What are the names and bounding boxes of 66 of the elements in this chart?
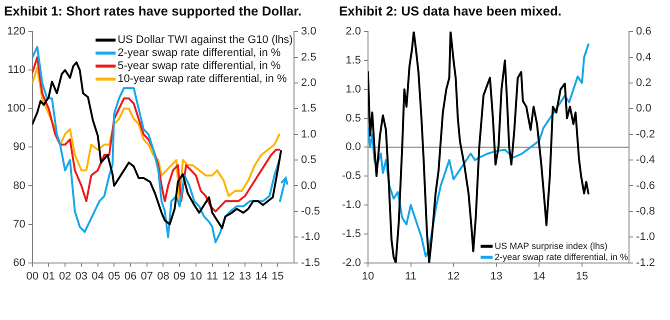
- x-tick-label: 13: [490, 270, 502, 282]
- y2-tick-label: -0.2: [636, 128, 656, 140]
- y2-tick-label: -0.4: [636, 154, 656, 166]
- y2-tick-label: -1.2: [636, 256, 656, 269]
- y2-tick-label: -1.5: [301, 256, 320, 269]
- x-tick-label: 03: [75, 270, 88, 282]
- y-tick-label: 120: [6, 26, 26, 38]
- y-tick-label: 110: [8, 64, 26, 76]
- legend-label: 10-year swap rate differential, in %: [118, 73, 287, 86]
- x-tick-label: 11: [405, 270, 416, 282]
- y2-tick-label: 0.4: [636, 51, 652, 64]
- y-tick-label: 60: [13, 256, 26, 269]
- legend-label: 2-year swap rate differential, in %: [494, 252, 628, 262]
- y2-tick-label: 2.0: [301, 77, 316, 90]
- y2-tick-label: 1.5: [301, 102, 316, 115]
- y2-tick-label: 0.0: [636, 102, 652, 115]
- y2-tick-label: 2.5: [301, 51, 316, 64]
- y2-tick-label: -0.5: [301, 205, 320, 218]
- chart-title: Exhibit 2: US data have been mixed.: [339, 3, 562, 18]
- y2-tick-label: -1.0: [301, 231, 320, 244]
- y2-tick-label: 1.0: [301, 128, 316, 140]
- y-tick-label: -1.0: [342, 199, 361, 212]
- x-tick-label: 10: [362, 270, 374, 282]
- x-tick-label: 15: [576, 270, 588, 282]
- x-tick-label: 09: [173, 270, 186, 282]
- x-tick-label: 12: [222, 270, 235, 282]
- x-tick-label: 07: [140, 270, 153, 282]
- legend-label: US Dollar TWI against the G10 (lhs): [118, 34, 293, 46]
- y2-tick-label: 0.2: [636, 77, 652, 90]
- x-tick-label: 01: [42, 270, 55, 282]
- x-tick-label: 05: [108, 270, 120, 282]
- y-tick-label: -1.5: [342, 228, 361, 240]
- y-tick-label: 0.0: [346, 141, 361, 154]
- y-tick-label: 1.5: [346, 54, 361, 67]
- x-tick-label: 00: [26, 270, 38, 282]
- legend-label: US MAP surprise index (lhs): [494, 240, 608, 251]
- x-tick-label: 02: [58, 270, 72, 282]
- y-tick-label: 80: [13, 180, 26, 192]
- legend-label: 2-year swap rate differential, in %: [118, 47, 281, 60]
- x-tick-label: 13: [238, 270, 252, 282]
- chart-title: Exhibit 1: Short rates have supported the Dollar.: [4, 3, 302, 18]
- y-tick-label: 2.0: [346, 26, 361, 38]
- y-tick-label: -0.5: [342, 170, 361, 182]
- x-tick-label: 11: [206, 270, 218, 282]
- legend-label: 5-year swap rate differential, in %: [118, 60, 281, 72]
- y-tick-label: 90: [13, 141, 26, 154]
- y2-tick-label: 0.5: [301, 154, 316, 166]
- y2-tick-label: -1.0: [636, 231, 656, 244]
- x-tick-label: 04: [92, 270, 104, 282]
- y2-tick-label: -0.8: [636, 205, 656, 218]
- y2-tick-label: 0.6: [636, 26, 652, 38]
- y-tick-label: 1.0: [346, 83, 361, 96]
- y-tick-label: 100: [6, 102, 26, 115]
- y2-tick-label: -0.6: [636, 180, 656, 192]
- y-tick-label: -2.0: [342, 256, 361, 269]
- y-tick-label: 70: [13, 218, 26, 230]
- x-tick-label: 08: [157, 270, 170, 282]
- y2-tick-label: 0.0: [301, 180, 316, 192]
- y2-tick-label: 3.0: [301, 26, 316, 38]
- x-tick-label: 14: [533, 270, 546, 282]
- x-tick-label: 06: [124, 270, 137, 282]
- y-tick-label: 0.5: [346, 112, 361, 124]
- x-tick-label: 15: [272, 270, 284, 282]
- x-tick-label: 10: [190, 270, 202, 282]
- x-tick-label: 14: [255, 270, 268, 282]
- x-tick-label: 12: [447, 270, 460, 282]
